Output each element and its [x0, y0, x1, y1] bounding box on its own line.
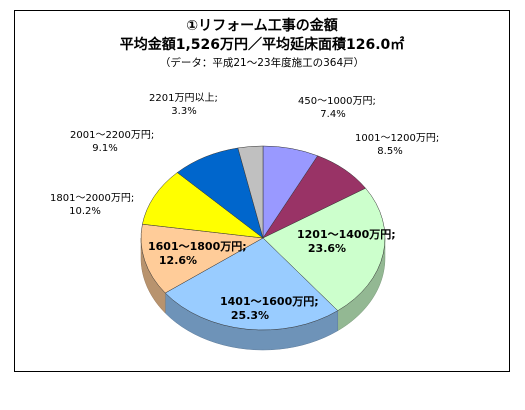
slice-value-2: 23.6%: [308, 242, 346, 255]
pie-slice-2: [262, 187, 386, 312]
chart-note: （データ：平成21～23年度施工の364戸）: [159, 57, 365, 69]
slice-label-5: 1801～2000万円;: [50, 193, 134, 204]
slice-label-6: 2001～2200万円;: [70, 130, 154, 141]
slice-value-6: 9.1%: [92, 143, 117, 154]
pie-slice-5: [142, 172, 264, 239]
slice-label-1: 1001～1200万円;: [355, 133, 439, 144]
slice-value-0: 7.4%: [320, 109, 345, 120]
pie-slice-7: [237, 145, 264, 239]
chart-subtitle: 平均金額1,526万円／平均延床面積126.0㎡: [119, 37, 405, 53]
slice-label-4: 1601～1800万円;: [148, 240, 247, 253]
slice-label-2: 1201～1400万円;: [297, 228, 396, 241]
slice-value-4: 12.6%: [159, 254, 197, 267]
slice-value-3: 25.3%: [231, 309, 269, 322]
slice-label-3: 1401～1600万円;: [220, 295, 319, 308]
slice-label-7: 2201万円以上;: [149, 92, 218, 104]
pie-slice-4: [140, 223, 264, 294]
slice-value-5: 10.2%: [69, 206, 101, 217]
chart-title: ①リフォーム工事の金額: [186, 18, 338, 34]
slice-value-1: 8.5%: [377, 146, 402, 157]
slice-value-7: 3.3%: [171, 106, 196, 117]
pie-slice-3: [164, 237, 339, 331]
slice-label-0: 450～1000万円;: [298, 96, 376, 107]
